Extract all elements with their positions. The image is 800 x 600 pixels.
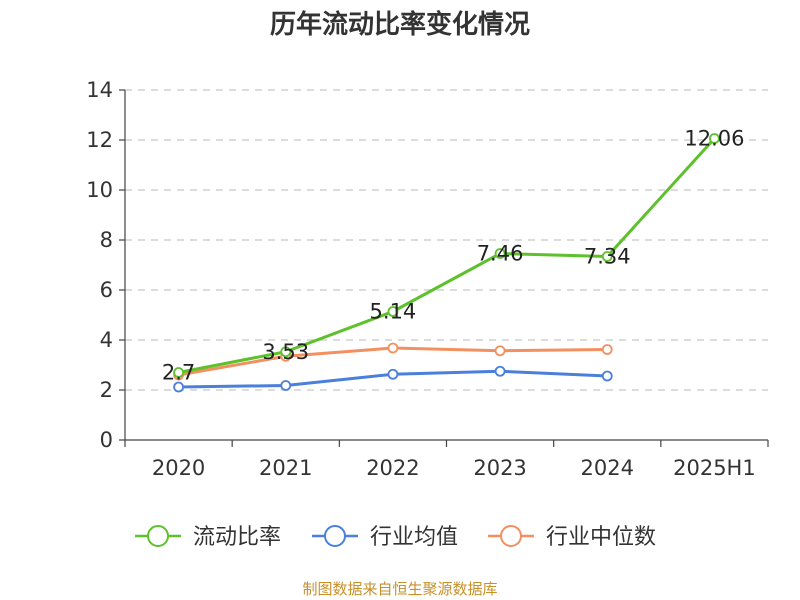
- data-point: [280, 380, 292, 391]
- x-tick-label: 2022: [366, 456, 419, 480]
- y-tick-label: 12: [86, 128, 113, 152]
- data-point: [494, 365, 506, 377]
- legend-label: 行业均值: [370, 525, 458, 550]
- x-tick-label: 2023: [473, 456, 526, 480]
- data-label: 3.53: [262, 340, 309, 364]
- data-point: [601, 344, 613, 355]
- data-label: 7.46: [477, 242, 524, 266]
- data-label: 2.7: [162, 361, 195, 385]
- x-tick-label: 2025H1: [673, 456, 756, 480]
- data-point: [387, 368, 399, 380]
- legend-marker: [147, 525, 169, 547]
- data-point: [173, 381, 184, 393]
- source-note: 制图数据来自恒生聚源数据库: [302, 580, 498, 598]
- data-point: [601, 370, 613, 382]
- data-point: [387, 306, 399, 317]
- data-label: 12.06: [684, 127, 744, 151]
- legend-marker: [324, 525, 346, 547]
- data-point: [494, 248, 506, 259]
- data-point: [173, 367, 184, 378]
- data-point: [709, 133, 720, 144]
- y-tick-label: 0: [100, 428, 113, 452]
- chart-title: 历年流动比率变化情况: [269, 10, 530, 40]
- series-line-0: [178, 137, 716, 374]
- y-tick-label: 14: [86, 78, 113, 102]
- y-tick-label: 2: [100, 378, 113, 402]
- y-tick-label: 8: [100, 228, 113, 252]
- data-point: [387, 342, 399, 354]
- data-point: [601, 251, 613, 262]
- data-point: [494, 345, 506, 357]
- legend-label: 流动比率: [193, 525, 281, 550]
- x-tick-label: 2021: [259, 456, 312, 480]
- x-tick-label: 2020: [152, 456, 205, 480]
- legend-marker: [500, 525, 522, 547]
- x-tick-label: 2024: [581, 456, 634, 480]
- data-label: 5.14: [370, 300, 417, 324]
- data-label: 7.34: [584, 245, 631, 269]
- data-point: [280, 346, 292, 358]
- y-tick-label: 4: [100, 328, 113, 352]
- legend-label: 行业中位数: [546, 525, 656, 550]
- y-tick-label: 10: [86, 178, 113, 202]
- y-tick-label: 6: [100, 278, 113, 302]
